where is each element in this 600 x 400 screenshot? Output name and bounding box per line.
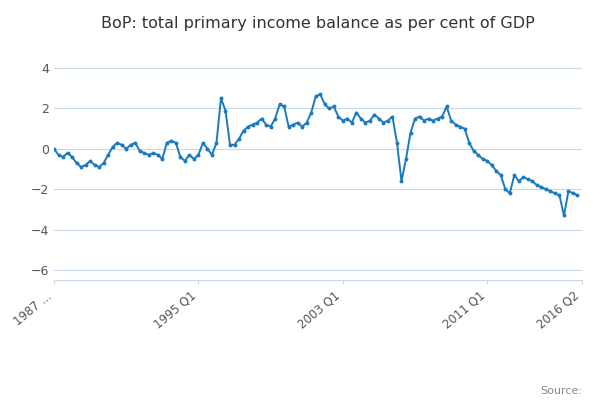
Text: BoP: total primary income balance as per cent of GDP: BoP: total primary income balance as per… [101,16,535,31]
Text: Source:: Source: [540,386,582,396]
